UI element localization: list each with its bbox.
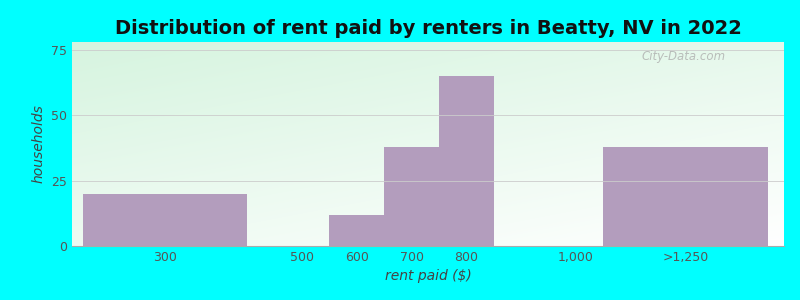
Text: City-Data.com: City-Data.com bbox=[642, 50, 726, 63]
Title: Distribution of rent paid by renters in Beatty, NV in 2022: Distribution of rent paid by renters in … bbox=[114, 19, 742, 38]
Bar bbox=[330, 214, 384, 246]
Bar bbox=[439, 76, 494, 246]
Bar bbox=[384, 147, 439, 246]
Bar bbox=[83, 194, 247, 246]
Y-axis label: households: households bbox=[31, 105, 46, 183]
Bar bbox=[603, 147, 767, 246]
X-axis label: rent paid ($): rent paid ($) bbox=[385, 269, 471, 284]
